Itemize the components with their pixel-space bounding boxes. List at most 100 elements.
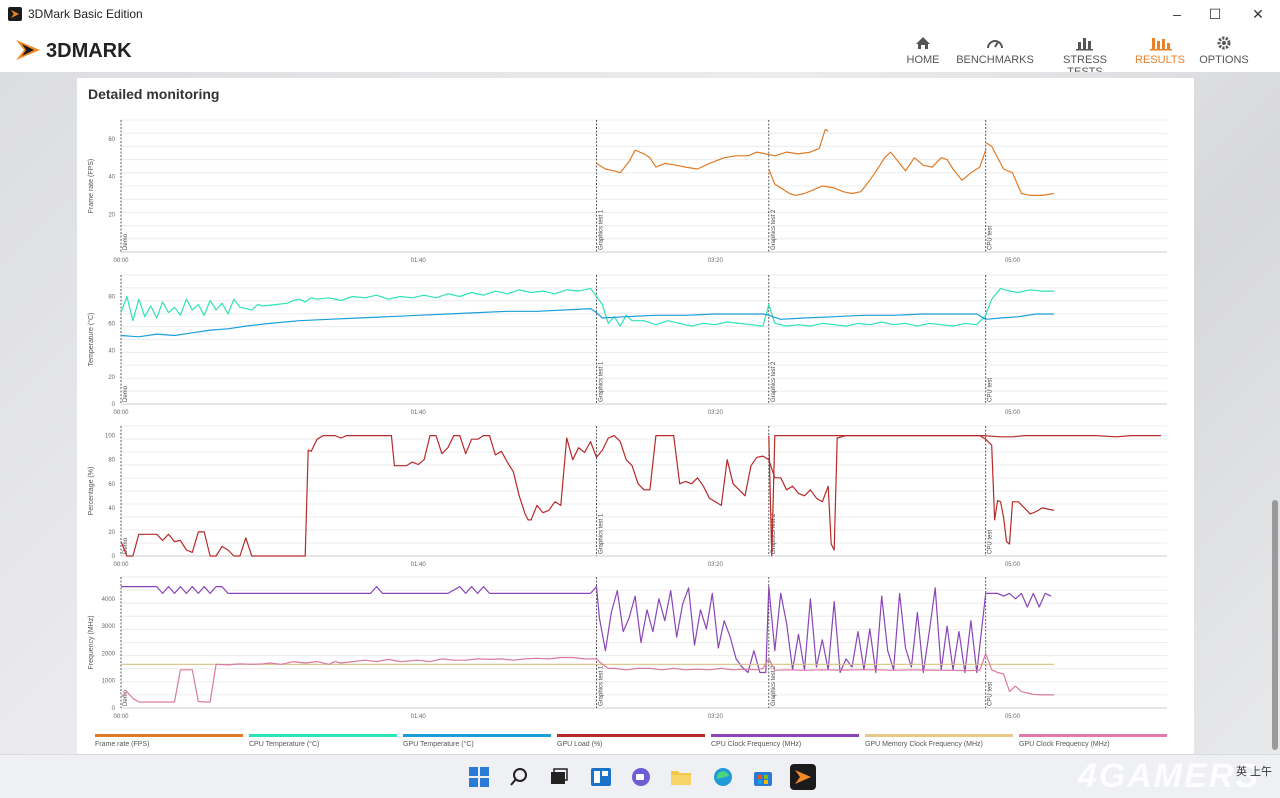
test-marker-label: Demo: [123, 689, 129, 706]
nav-home[interactable]: HOME: [900, 28, 946, 72]
logo: 3DMARK: [14, 34, 164, 66]
search-icon[interactable]: [508, 766, 530, 788]
legend-item-cpu-clock[interactable]: CPU Clock Frequency (MHz): [711, 734, 859, 748]
test-marker-label: Graphics test 1: [598, 665, 604, 706]
legend-swatch: [557, 734, 705, 737]
legend-swatch: [95, 734, 243, 737]
title-bar: 3DMark Basic Edition – ☐ ✕: [0, 0, 1280, 28]
test-marker-label: Graphics test 2: [771, 361, 777, 402]
y-tick-label: 2000: [102, 651, 116, 657]
legend: Frame rate (FPS) CPU Temperature (°C) GP…: [95, 734, 1185, 754]
nav-options[interactable]: OPTIONS: [1196, 28, 1252, 72]
legend-swatch: [249, 734, 397, 737]
taskbar: 4GAMERS 英 上午: [0, 754, 1280, 798]
series-line: [985, 438, 1055, 545]
y-axis-label: Frame rate (FPS): [88, 159, 95, 213]
test-marker-label: Graphics test 2: [771, 513, 777, 554]
y-tick-label: 20: [108, 212, 115, 218]
legend-label: CPU Temperature (°C): [249, 741, 320, 748]
test-marker-label: Graphics test 1: [598, 209, 604, 250]
scrollbar-thumb[interactable]: [1272, 500, 1278, 750]
test-marker-label: Graphics test 2: [771, 209, 777, 250]
y-tick-label: 80: [108, 458, 115, 464]
test-marker-label: Graphics test 1: [598, 513, 604, 554]
y-tick-label: 80: [108, 295, 115, 301]
x-tick-label: 00:00: [113, 410, 129, 416]
window-title: 3DMark Basic Edition: [28, 7, 143, 21]
legend-swatch: [1019, 734, 1167, 737]
legend-swatch: [403, 734, 551, 737]
widgets-icon[interactable]: [590, 766, 612, 788]
x-tick-label: 05:00: [1005, 410, 1021, 416]
series-line: [120, 287, 1055, 327]
test-marker-label: Graphics test 2: [771, 665, 777, 706]
scrollbar[interactable]: [1272, 80, 1278, 750]
task-view-icon[interactable]: [548, 766, 570, 788]
start-icon[interactable]: [468, 766, 490, 788]
series-line: [596, 128, 829, 174]
x-tick-label: 05:00: [1005, 562, 1021, 568]
nav-results-label: RESULTS: [1135, 54, 1185, 66]
nav-benchmarks[interactable]: BENCHMARKS: [954, 28, 1036, 72]
ime-indicator[interactable]: 英: [1235, 766, 1247, 778]
store-icon[interactable]: [752, 766, 774, 788]
nav-results[interactable]: RESULTS: [1134, 28, 1186, 72]
x-tick-label: 01:40: [411, 714, 427, 720]
gauge-icon: [987, 40, 1003, 49]
y-tick-label: 20: [108, 530, 115, 536]
series-line: [120, 435, 1162, 557]
y-tick-label: 40: [108, 506, 115, 512]
legend-label: Frame rate (FPS): [95, 741, 150, 748]
y-tick-label: 0: [112, 402, 116, 408]
x-tick-label: 03:20: [708, 258, 724, 264]
nav-stress-tests[interactable]: STRESS TESTS: [1046, 28, 1124, 78]
minimize-button[interactable]: –: [1173, 6, 1181, 22]
3dmark-taskbar-icon[interactable]: [790, 764, 816, 790]
home-icon: [916, 37, 930, 49]
x-tick-label: 01:40: [411, 410, 427, 416]
legend-item-cpu-temperature[interactable]: CPU Temperature (°C): [249, 734, 397, 748]
close-button[interactable]: ✕: [1252, 6, 1264, 22]
x-tick-label: 00:00: [113, 562, 129, 568]
chart-2: 0 20 40 60 80 Temperature (°C) 00:00 01:40 03:20…: [87, 274, 1167, 416]
y-tick-label: 60: [108, 482, 115, 488]
y-tick-label: 20: [108, 375, 115, 381]
test-marker-label: CPU test: [988, 530, 994, 554]
legend-label: CPU Clock Frequency (MHz): [711, 741, 802, 748]
y-tick-label: 4000: [102, 597, 116, 603]
nav-benchmarks-label: BENCHMARKS: [956, 54, 1034, 66]
nav-home-label: HOME: [906, 54, 940, 66]
logo-text: 3DMARK: [46, 40, 132, 62]
x-tick-label: 00:00: [113, 714, 129, 720]
y-tick-label: 3000: [102, 624, 116, 630]
monitoring-charts: 20 40 60 Frame rate (FPS) 00:00 01:40 03:20 05:…: [87, 119, 1167, 720]
edge-icon[interactable]: [712, 766, 734, 788]
results-icon: [1150, 38, 1172, 51]
legend-item-gpu-temperature[interactable]: GPU Temperature (°C): [403, 734, 551, 748]
legend-item-gpu-clock[interactable]: GPU Clock Frequency (MHz): [1019, 734, 1167, 748]
chart-1: 20 40 60 Frame rate (FPS) 00:00 01:40 03:20 05:…: [88, 119, 1167, 264]
y-tick-label: 100: [105, 434, 116, 440]
x-tick-label: 03:20: [708, 714, 724, 720]
y-tick-label: 60: [108, 137, 115, 143]
file-explorer-icon[interactable]: [670, 766, 692, 788]
app-header: 3DMARK HOME BENCHMARKS STRESS TESTS RESU…: [0, 28, 1280, 78]
legend-swatch: [865, 734, 1013, 737]
series-line: [768, 150, 987, 197]
legend-item-frame-rate[interactable]: Frame rate (FPS): [95, 734, 243, 748]
legend-swatch: [711, 734, 859, 737]
3dmark-logo-icon: [16, 40, 40, 60]
x-tick-label: 03:20: [708, 562, 724, 568]
x-tick-label: 00:00: [113, 258, 129, 264]
maximize-button[interactable]: ☐: [1208, 6, 1222, 22]
series-line: [985, 142, 1055, 197]
test-marker-label: CPU test: [988, 378, 994, 402]
test-marker-label: Graphics test 1: [598, 361, 604, 402]
x-tick-label: 01:40: [411, 562, 427, 568]
chat-icon[interactable]: [630, 766, 652, 788]
legend-item-gpu-load[interactable]: GPU Load (%): [557, 734, 705, 748]
detailed-monitoring-panel: Detailed monitoring 20 40 60 Frame rate (FP…: [77, 78, 1194, 754]
x-tick-label: 01:40: [411, 258, 427, 264]
clock[interactable]: 上午: [1250, 766, 1272, 778]
legend-item-gpu-memory-clock[interactable]: GPU Memory Clock Frequency (MHz): [865, 734, 1013, 748]
